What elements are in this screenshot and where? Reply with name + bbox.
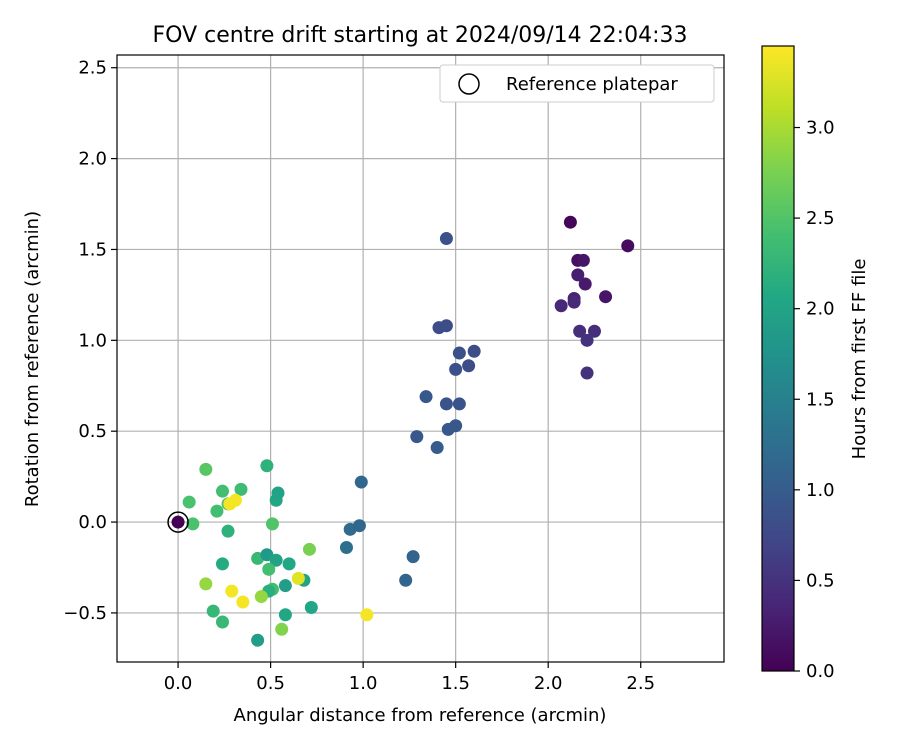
data-point bbox=[567, 295, 581, 309]
colorbar-tick-label: 3.0 bbox=[806, 118, 835, 139]
data-point bbox=[206, 604, 220, 618]
x-tick-label: 0.5 bbox=[256, 673, 285, 694]
data-point bbox=[573, 324, 587, 338]
chart-title: FOV centre drift starting at 2024/09/14 … bbox=[153, 23, 688, 48]
x-tick-label: 1.5 bbox=[441, 673, 470, 694]
y-axis-ticks: −0.5 0.0 0.5 1.0 1.5 2.0 2.5 bbox=[63, 58, 117, 624]
data-point bbox=[449, 419, 463, 433]
colorbar-tick-label: 1.5 bbox=[806, 389, 835, 410]
data-point bbox=[439, 319, 453, 333]
data-point bbox=[462, 359, 476, 373]
reference-platepar-marker bbox=[167, 511, 189, 533]
colorbar-tick-label: 2.0 bbox=[806, 299, 835, 320]
colorbar-label: Hours from first FF file bbox=[849, 259, 870, 460]
data-point bbox=[282, 557, 296, 571]
data-point bbox=[360, 608, 374, 622]
reference-marker bbox=[167, 511, 189, 533]
y-tick-label: −0.5 bbox=[63, 603, 107, 624]
data-point bbox=[354, 475, 368, 489]
data-point bbox=[278, 608, 292, 622]
data-point bbox=[599, 290, 613, 304]
data-point bbox=[254, 590, 268, 604]
scatter-points bbox=[171, 215, 635, 647]
data-point bbox=[215, 615, 229, 629]
data-point bbox=[452, 397, 466, 411]
data-point bbox=[265, 517, 279, 531]
y-tick-label: 1.0 bbox=[78, 330, 107, 351]
plot-area bbox=[117, 55, 724, 662]
y-tick-label: 2.5 bbox=[78, 58, 107, 79]
data-point bbox=[449, 362, 463, 376]
colorbar-tick-label: 0.0 bbox=[806, 661, 835, 682]
y-axis-label: Rotation from reference (arcmin) bbox=[22, 211, 43, 507]
data-point bbox=[221, 524, 235, 538]
colorbar-gradient bbox=[761, 45, 795, 672]
legend: Reference platepar bbox=[439, 64, 715, 103]
data-point bbox=[430, 441, 444, 455]
data-point bbox=[234, 482, 248, 496]
data-point bbox=[262, 562, 276, 576]
data-point bbox=[302, 542, 316, 556]
data-point bbox=[291, 571, 305, 585]
data-point bbox=[215, 484, 229, 498]
data-point bbox=[578, 277, 592, 291]
data-point bbox=[199, 577, 213, 591]
data-point bbox=[580, 366, 594, 380]
data-point bbox=[278, 579, 292, 593]
data-point bbox=[406, 550, 420, 564]
data-point bbox=[171, 515, 185, 529]
data-point bbox=[587, 324, 601, 338]
colorbar-ticks: 0.0 0.5 1.0 1.5 2.0 2.5 3.0 bbox=[794, 118, 835, 682]
y-tick-label: 2.0 bbox=[78, 149, 107, 170]
data-point bbox=[467, 344, 481, 358]
data-point bbox=[210, 504, 224, 518]
data-point bbox=[215, 557, 229, 571]
y-tick-label: 1.5 bbox=[78, 239, 107, 260]
data-point bbox=[580, 333, 594, 347]
data-point bbox=[563, 215, 577, 229]
x-tick-label: 0.0 bbox=[164, 673, 193, 694]
colorbar-tick-label: 1.0 bbox=[806, 480, 835, 501]
data-point bbox=[269, 553, 283, 567]
colorbar-tick-label: 2.5 bbox=[806, 208, 835, 229]
data-point bbox=[439, 232, 453, 246]
data-point bbox=[199, 462, 213, 476]
data-point bbox=[419, 390, 433, 404]
data-point bbox=[576, 253, 590, 267]
legend-box bbox=[439, 64, 715, 103]
data-point bbox=[339, 541, 353, 555]
colorbar: 0.0 0.5 1.0 1.5 2.0 2.5 3.0 Hours from first F… bbox=[761, 45, 870, 682]
data-point bbox=[275, 622, 289, 636]
legend-entry-reference: Reference platepar bbox=[506, 74, 678, 95]
data-point bbox=[182, 495, 196, 509]
data-point bbox=[186, 517, 200, 531]
y-tick-label: 0.0 bbox=[78, 512, 107, 533]
data-point bbox=[228, 493, 242, 507]
data-point bbox=[271, 486, 285, 500]
data-point bbox=[260, 459, 274, 473]
data-point bbox=[410, 430, 424, 444]
data-point bbox=[399, 573, 413, 587]
data-point bbox=[352, 519, 366, 533]
plot-frame bbox=[116, 54, 725, 663]
data-point bbox=[452, 346, 466, 360]
data-point bbox=[236, 595, 250, 609]
data-point bbox=[554, 299, 568, 313]
legend-reference-marker-icon bbox=[458, 73, 480, 95]
data-point bbox=[621, 239, 635, 253]
data-point bbox=[251, 633, 265, 647]
colorbar-tick-label: 0.5 bbox=[806, 570, 835, 591]
x-axis-ticks: 0.0 0.5 1.0 1.5 2.0 2.5 bbox=[164, 662, 655, 694]
data-point bbox=[571, 268, 585, 282]
x-tick-label: 1.0 bbox=[349, 673, 378, 694]
x-axis-label: Angular distance from reference (arcmin) bbox=[234, 705, 607, 726]
data-point bbox=[439, 397, 453, 411]
x-tick-label: 2.0 bbox=[534, 673, 563, 694]
data-point bbox=[225, 584, 239, 598]
x-tick-label: 2.5 bbox=[626, 673, 655, 694]
y-tick-label: 0.5 bbox=[78, 421, 107, 442]
data-point bbox=[304, 600, 318, 614]
